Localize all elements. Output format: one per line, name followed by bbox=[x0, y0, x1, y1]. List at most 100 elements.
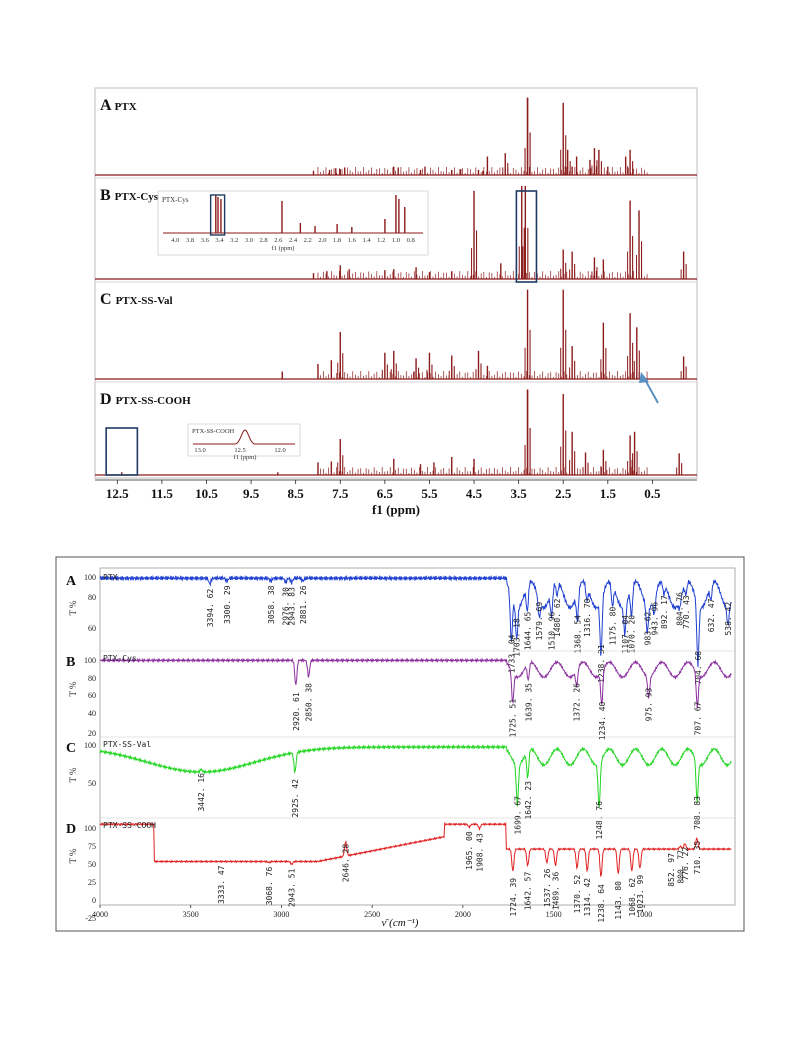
peak-label: 1234. 40 bbox=[598, 701, 607, 740]
x-tick-label: 2.5 bbox=[555, 486, 572, 501]
panel-sample-name: PTX-SS-Val bbox=[116, 295, 173, 307]
y-tick-label: 100 bbox=[84, 741, 96, 750]
peak-label: 2920. 61 bbox=[292, 692, 301, 731]
y-tick-label: 50 bbox=[88, 779, 96, 788]
peak-label: 2881. 26 bbox=[299, 585, 308, 624]
y-tick-label: 100 bbox=[84, 656, 96, 665]
peak-label: 1023. 99 bbox=[636, 875, 645, 914]
inset-frame bbox=[157, 190, 429, 256]
inset-title: PTX-Cys bbox=[162, 196, 189, 204]
inset-ptx-ss-cooh: PTX-SS-COOH 13.0 12.5 12.0 f1 (ppm) bbox=[187, 423, 301, 461]
panel-sample-name: PTX-SS-Val bbox=[103, 740, 151, 749]
x-tick-label: 8.5 bbox=[288, 486, 305, 501]
peak-label: 704. 68 bbox=[694, 651, 703, 685]
inset-tick-label: 1.4 bbox=[362, 237, 371, 244]
peak-label: 1642. 23 bbox=[524, 781, 533, 820]
peak-label: 1642. 57 bbox=[524, 872, 533, 911]
nmr-spectrum-ptx bbox=[95, 97, 697, 176]
inset-peak bbox=[193, 429, 295, 445]
x-tick-label: 11.5 bbox=[151, 486, 174, 501]
x-tick-label: 3500 bbox=[183, 910, 199, 919]
peak-label: 1248. 76 bbox=[595, 801, 604, 840]
panel-letter: A PTX bbox=[100, 97, 137, 114]
peak-label: 1368. 54 bbox=[573, 615, 582, 654]
y-tick-label: 0 bbox=[92, 896, 96, 905]
nmr-x-axis-title: f1 (ppm) bbox=[372, 502, 420, 517]
peak-label: 1489. 36 bbox=[552, 872, 561, 911]
peak-label: 1314. 42 bbox=[583, 878, 592, 917]
y-axis-title: T % bbox=[68, 600, 78, 616]
peak-label: 1579. 69 bbox=[535, 602, 544, 641]
panel-letter: A bbox=[66, 574, 77, 589]
ir-trace bbox=[99, 821, 732, 878]
panel-sample-name: PTX-SS-COOH bbox=[116, 395, 192, 407]
inset-tick-label: 3.4 bbox=[215, 237, 224, 244]
ir-spectrum-ptx-cys: 2920. 61 2850. 38 1725. 51 1639. 35 1372. 26… bbox=[84, 650, 735, 740]
x-tick-label: 3000 bbox=[273, 910, 289, 919]
inset-tick-label: 12.5 bbox=[234, 447, 245, 454]
peak-label: 2646. 28 bbox=[342, 844, 351, 883]
highlight-box-cooh bbox=[105, 427, 139, 476]
peak-label: 2976. 30 bbox=[282, 587, 291, 626]
nmr-spectrum-ptx-ss-val bbox=[95, 289, 697, 380]
y-tick-label: 80 bbox=[88, 593, 96, 602]
peak-label: 804. 76 bbox=[676, 592, 685, 626]
ir-trace bbox=[99, 657, 732, 709]
ir-trace bbox=[99, 574, 732, 668]
inset-tick-label: 2.6 bbox=[274, 237, 283, 244]
ir-trace bbox=[99, 744, 732, 808]
peak-label: 708. 83 bbox=[693, 796, 702, 830]
x-tick-label: 12.5 bbox=[106, 486, 129, 501]
inset-tick-label: 2.2 bbox=[304, 237, 312, 244]
peak-label: 1699. 67 bbox=[513, 796, 522, 835]
panel-letter: B bbox=[66, 655, 75, 670]
peak-label: 538. 42 bbox=[724, 602, 733, 636]
x-tick-label: 4000 bbox=[92, 910, 108, 919]
peak-label: 1908. 43 bbox=[475, 833, 484, 872]
x-tick-label: 5.5 bbox=[421, 486, 438, 501]
x-tick-label: 1000 bbox=[636, 910, 652, 919]
inset-tick-label: 2.0 bbox=[318, 237, 326, 244]
inset-xlabel: f1 (ppm) bbox=[234, 454, 257, 461]
peak-label: 3333. 47 bbox=[217, 865, 226, 904]
ir-outer-frame bbox=[55, 556, 745, 932]
inset-ptx-cys: PTX-Cys 4.0 3.8 3.6 3.4 3.2 3.0 2.8 2.6 2.4 2.2 2.0… bbox=[157, 190, 429, 256]
y-tick-label: 25 bbox=[88, 878, 96, 887]
ir-plot-frame bbox=[99, 567, 736, 906]
peak-label: 1510. 96 bbox=[548, 611, 557, 650]
peak-label: 3068. 76 bbox=[265, 867, 274, 906]
ir-spectrum-ptx-ss-cooh: 3333. 47 3068. 76 2943. 51 2646. 28 1965. 00… bbox=[84, 817, 735, 923]
panel-letter: C bbox=[66, 741, 76, 756]
nmr-spectrum-ptx-cys bbox=[95, 185, 697, 280]
nmr-frame bbox=[94, 87, 698, 479]
peak-label: 3058. 38 bbox=[267, 585, 276, 624]
peak-label: 1175. 80 bbox=[608, 607, 617, 646]
y-tick-label: -25 bbox=[85, 914, 96, 923]
y-tick-label: 20 bbox=[88, 729, 96, 738]
inset-frame bbox=[187, 423, 301, 457]
peak-label: 3442. 16 bbox=[197, 773, 206, 812]
peak-label: 983. 62 bbox=[643, 611, 652, 645]
x-tick-label: 1.5 bbox=[600, 486, 617, 501]
panel-letter: C PTX-SS-Val bbox=[100, 291, 173, 308]
peak-label: 1143. 80 bbox=[614, 881, 623, 920]
peak-label: 2943. 83 bbox=[288, 587, 297, 626]
y-axis-title: T % bbox=[68, 767, 78, 783]
inset-xlabel: f1 (ppm) bbox=[272, 245, 295, 252]
peak-label: 776. 22 bbox=[681, 847, 690, 881]
peak-label: 852. 97 bbox=[667, 853, 676, 887]
panel-letter: D PTX-SS-COOH bbox=[100, 391, 191, 408]
y-tick-label: 80 bbox=[88, 674, 96, 683]
peak-label: 1480. 62 bbox=[553, 598, 562, 637]
peak-label: 1724. 39 bbox=[509, 878, 518, 917]
inset-tick-label: 2.4 bbox=[289, 237, 298, 244]
y-tick-label: 40 bbox=[88, 709, 96, 718]
inset-tick-label: 3.8 bbox=[186, 237, 194, 244]
panel-letter: B PTX-Cys bbox=[100, 187, 159, 204]
inset-tick-label: 1.0 bbox=[392, 237, 400, 244]
panel-letter: D bbox=[66, 822, 76, 837]
peak-label: 1733. 04 bbox=[507, 634, 516, 673]
inset-tick-label: 2.8 bbox=[260, 237, 268, 244]
